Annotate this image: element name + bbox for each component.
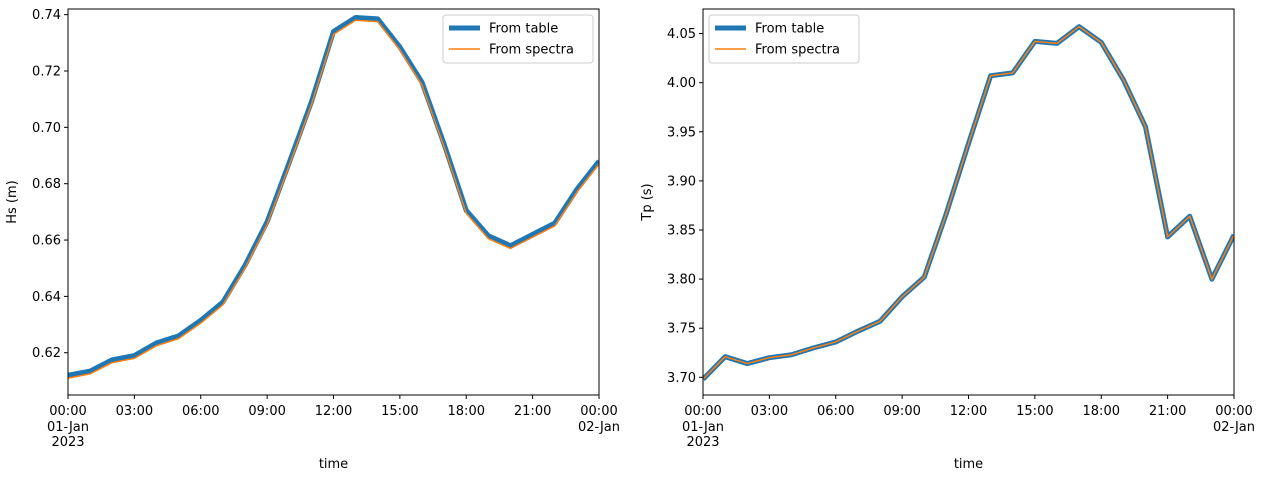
x-tick-label: 03:00	[116, 404, 153, 419]
x-axis-label: time	[319, 457, 348, 472]
series-line-from-table	[703, 24, 1234, 382]
x-axis-label: time	[954, 457, 983, 472]
y-tick-label: 4.05	[667, 27, 696, 42]
x-tick-label: 00:00	[580, 404, 617, 419]
y-tick-label: 3.95	[667, 125, 696, 140]
legend: From table From spectra	[708, 14, 860, 64]
legend-label: From spectra	[489, 43, 574, 58]
x-tick-label: 09:00	[248, 404, 285, 419]
x-tick-label: 18:00	[448, 404, 485, 419]
y-tick-label: 3.80	[667, 273, 696, 288]
x-tick-label: 00:00	[49, 404, 86, 419]
chart-1: 0.620.640.660.680.700.720.7400:0001-Jan2…	[5, 8, 620, 472]
x-tick-label: 21:00	[1149, 404, 1186, 419]
y-tick-label: 0.72	[32, 64, 61, 79]
y-tick-label: 3.75	[667, 322, 696, 337]
x-tick-label: 03:00	[751, 404, 788, 419]
x-tick-label: 21:00	[514, 404, 551, 419]
x-tick-sublabel: 02-Jan	[578, 420, 620, 435]
y-tick-label: 3.85	[667, 223, 696, 238]
series-line-from-table	[68, 14, 599, 378]
y-tick-label: 0.68	[32, 177, 61, 192]
series-line-from-spectra	[703, 25, 1234, 380]
x-tick-sublabel: 02-Jan	[1213, 420, 1255, 435]
y-tick-label: 0.70	[32, 121, 61, 136]
x-tick-label: 15:00	[381, 404, 418, 419]
x-tick-label: 06:00	[817, 404, 854, 419]
x-tick-sublabel: 2023	[51, 435, 84, 450]
legend: From table From spectra	[442, 14, 594, 64]
x-tick-label: 15:00	[1016, 404, 1053, 419]
series-line-from-spectra	[68, 19, 599, 379]
plot-frame	[67, 8, 600, 396]
y-tick-label: 0.74	[32, 8, 61, 23]
y-tick-label: 3.70	[667, 371, 696, 386]
legend-box	[708, 14, 860, 64]
x-tick-sublabel: 01-Jan	[682, 420, 724, 435]
plot-frame	[702, 8, 1235, 396]
x-tick-label: 00:00	[684, 404, 721, 419]
legend-label: From spectra	[755, 43, 840, 58]
x-tick-label: 18:00	[1083, 404, 1120, 419]
y-tick-label: 0.66	[32, 234, 61, 249]
x-tick-label: 12:00	[950, 404, 987, 419]
x-tick-sublabel: 01-Jan	[47, 420, 89, 435]
x-tick-label: 09:00	[883, 404, 920, 419]
x-tick-label: 06:00	[182, 404, 219, 419]
y-tick-label: 0.62	[32, 346, 61, 361]
legend-box	[442, 14, 594, 64]
y-axis-label: Tp (s)	[640, 183, 655, 221]
y-tick-label: 3.90	[667, 174, 696, 189]
x-tick-sublabel: 2023	[686, 435, 719, 450]
legend-label: From table	[489, 22, 558, 37]
x-tick-label: 00:00	[1215, 404, 1252, 419]
y-tick-label: 0.64	[32, 290, 61, 305]
x-tick-label: 12:00	[315, 404, 352, 419]
legend-label: From table	[755, 22, 824, 37]
chart-2: 3.703.753.803.853.903.954.004.0500:0001-…	[640, 8, 1255, 472]
y-axis-label: Hs (m)	[5, 180, 20, 224]
y-tick-label: 4.00	[667, 76, 696, 91]
